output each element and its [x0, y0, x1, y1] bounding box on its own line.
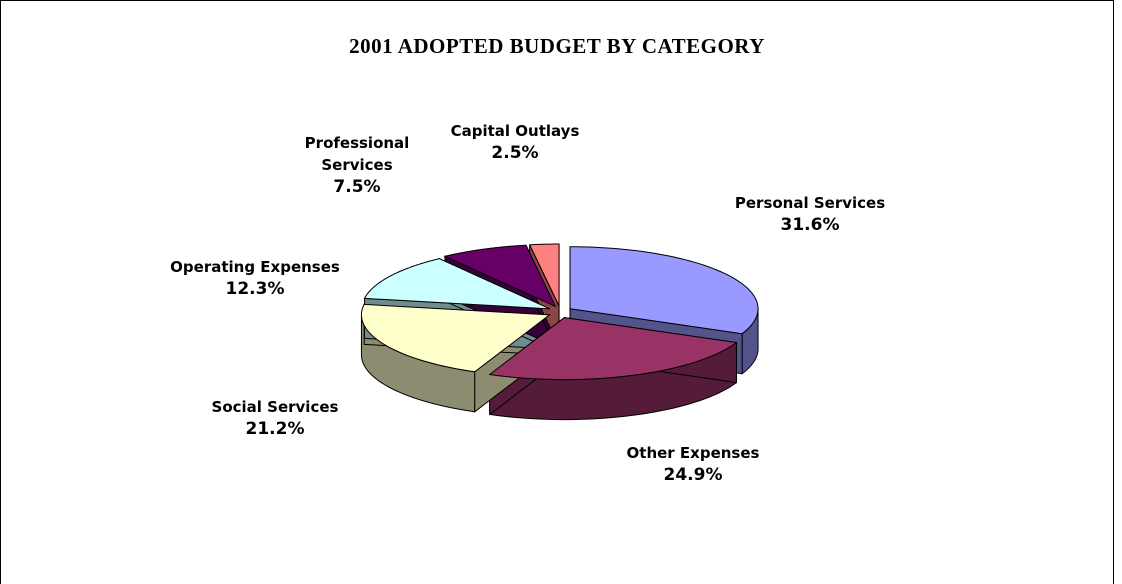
- category-label: Capital Outlays: [450, 122, 580, 140]
- category-label: Operating Expenses: [170, 258, 340, 276]
- pie-slice: [360, 303, 551, 373]
- slice-label: Capital Outlays 2.5%: [415, 120, 615, 164]
- category-label: Social Services: [211, 398, 339, 416]
- value-label: 2.5%: [491, 143, 539, 163]
- pie-tops: [360, 243, 759, 381]
- value-label: 21.2%: [245, 419, 305, 439]
- pie-slice: [528, 243, 560, 307]
- value-label: 12.3%: [225, 279, 285, 299]
- category-label: Professional Services: [304, 134, 410, 174]
- category-label: Personal Services: [734, 194, 886, 212]
- slice-label: Other Expenses 24.9%: [593, 442, 793, 486]
- pie-slice: [488, 317, 738, 381]
- category-label: Other Expenses: [626, 444, 760, 462]
- pie-slice: [363, 258, 551, 310]
- slice-label: Personal Services 31.6%: [700, 192, 920, 236]
- value-label: 7.5%: [333, 177, 381, 197]
- slice-label: Professional Services 7.5%: [282, 132, 432, 198]
- pie-slice: [569, 246, 759, 335]
- chart-title: 2001 ADOPTED BUDGET BY CATEGORY: [349, 34, 765, 58]
- slice-label: Social Services 21.2%: [175, 396, 375, 440]
- slice-label: Operating Expenses 12.3%: [125, 256, 385, 300]
- value-label: 31.6%: [780, 215, 840, 235]
- value-label: 24.9%: [663, 465, 723, 485]
- pie-slice: [443, 244, 557, 308]
